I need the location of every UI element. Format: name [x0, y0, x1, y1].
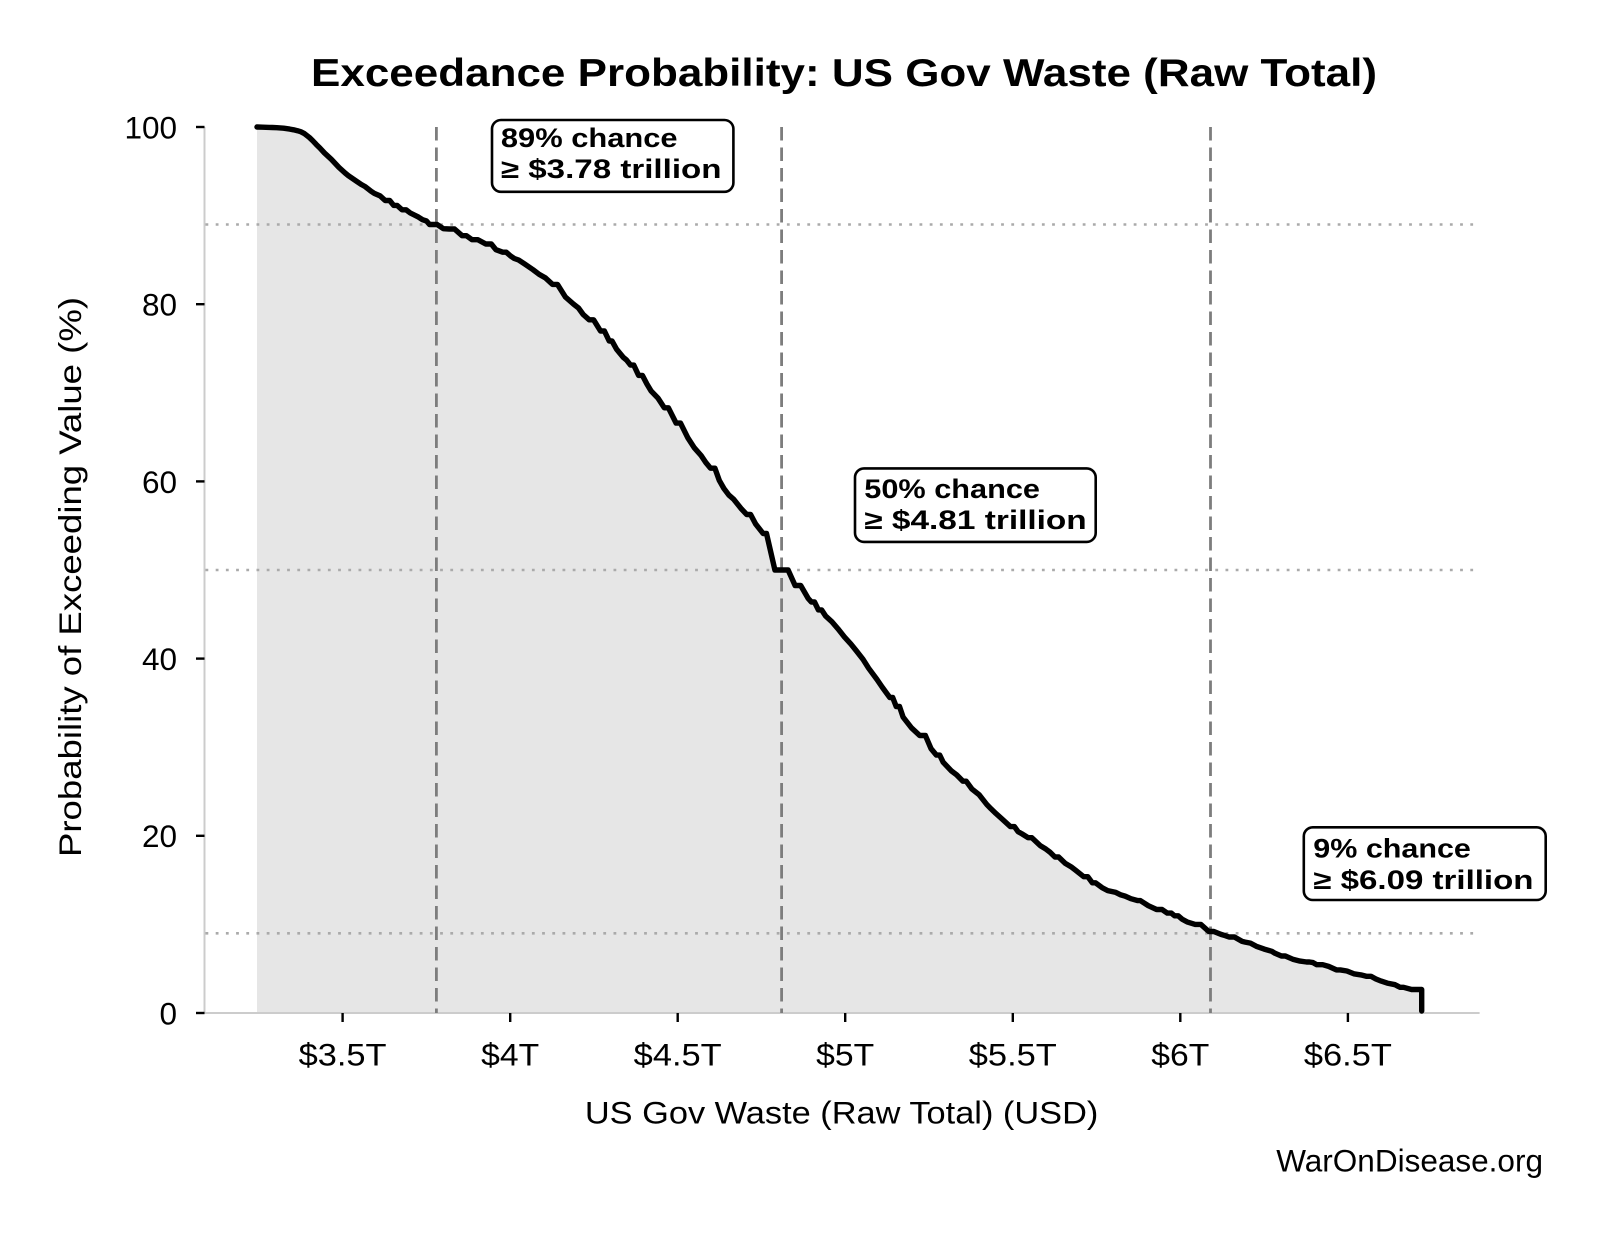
svg-text:Exceedance Probability: US Gov: Exceedance Probability: US Gov Waste (Ra…	[311, 52, 1377, 95]
svg-text:9% chance: 9% chance	[1313, 834, 1471, 864]
svg-text:40: 40	[142, 641, 177, 677]
svg-text:60: 60	[142, 464, 177, 500]
svg-text:$5.5T: $5.5T	[969, 1037, 1057, 1073]
svg-text:≥ $3.78 trillion: ≥ $3.78 trillion	[501, 154, 722, 184]
svg-text:80: 80	[142, 287, 177, 323]
svg-text:$4.5T: $4.5T	[634, 1037, 722, 1073]
svg-text:89% chance: 89% chance	[501, 123, 678, 153]
svg-text:50% chance: 50% chance	[864, 474, 1040, 504]
svg-text:100: 100	[124, 109, 177, 145]
svg-text:WarOnDisease.org: WarOnDisease.org	[1276, 1143, 1543, 1179]
svg-text:$6T: $6T	[1151, 1037, 1209, 1073]
svg-text:0: 0	[159, 995, 177, 1031]
svg-text:≥ $4.81 trillion: ≥ $4.81 trillion	[864, 505, 1086, 535]
svg-text:$6.5T: $6.5T	[1304, 1037, 1392, 1073]
svg-text:$4T: $4T	[481, 1037, 539, 1073]
svg-text:$3.5T: $3.5T	[299, 1037, 387, 1073]
svg-text:$5T: $5T	[816, 1037, 874, 1073]
svg-text:20: 20	[142, 818, 177, 854]
svg-text:US Gov Waste (Raw Total) (USD): US Gov Waste (Raw Total) (USD)	[585, 1095, 1099, 1131]
svg-text:Probability of Exceeding Value: Probability of Exceeding Value (%)	[52, 297, 88, 857]
svg-text:≥ $6.09 trillion: ≥ $6.09 trillion	[1313, 865, 1533, 895]
